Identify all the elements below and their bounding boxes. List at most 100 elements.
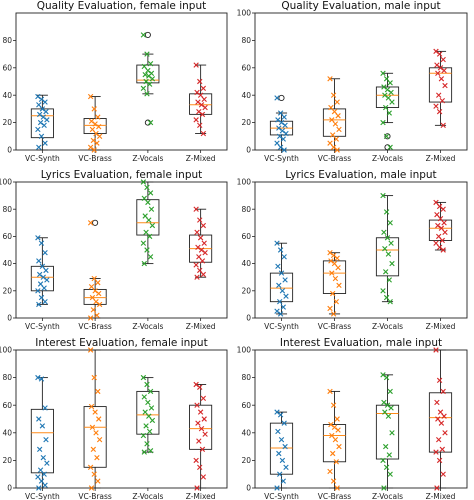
data-point xyxy=(442,229,448,236)
point-stroke xyxy=(382,409,388,415)
data-point xyxy=(440,247,446,253)
point-stroke xyxy=(43,437,49,443)
point-stroke xyxy=(90,137,97,144)
data-point xyxy=(282,277,288,283)
point-stroke xyxy=(44,277,50,283)
data-point xyxy=(276,450,282,457)
point-stroke xyxy=(199,258,206,264)
point-stroke xyxy=(91,471,97,477)
data-point xyxy=(143,423,149,429)
data-point xyxy=(330,311,337,317)
point-stroke xyxy=(200,222,207,229)
point-stroke xyxy=(380,119,386,126)
point-stroke xyxy=(96,416,102,422)
point-stroke xyxy=(280,136,286,142)
point-stroke xyxy=(147,61,154,67)
point-stroke xyxy=(382,92,388,98)
point-stroke xyxy=(436,457,443,464)
data-point xyxy=(278,437,285,443)
point-stroke xyxy=(197,267,203,274)
point-stroke xyxy=(199,111,206,118)
data-point xyxy=(39,423,46,429)
point-stroke xyxy=(149,222,156,229)
data-point xyxy=(277,412,284,418)
point-stroke xyxy=(383,374,390,381)
data-point xyxy=(196,254,202,260)
point-stroke xyxy=(335,113,341,119)
point-stroke xyxy=(330,290,336,297)
data-point xyxy=(334,255,340,261)
point-stroke xyxy=(388,89,394,96)
box-z-mixed xyxy=(428,347,453,491)
point-stroke xyxy=(198,247,205,253)
data-point xyxy=(333,136,339,142)
point-stroke xyxy=(276,282,282,289)
data-point xyxy=(140,374,147,381)
point-stroke xyxy=(330,478,337,484)
point-stroke xyxy=(95,478,101,484)
point-stroke xyxy=(327,305,333,312)
data-point xyxy=(433,240,439,246)
point-stroke xyxy=(389,430,395,436)
data-point xyxy=(274,485,280,491)
point-stroke xyxy=(143,78,149,85)
data-point xyxy=(336,282,342,289)
data-point xyxy=(328,258,334,264)
data-point xyxy=(438,420,445,426)
point-stroke xyxy=(327,250,333,256)
data-point xyxy=(440,56,446,63)
data-point xyxy=(381,84,387,90)
data-point xyxy=(278,119,285,126)
point-stroke xyxy=(281,147,287,153)
point-stroke xyxy=(146,233,153,240)
point-stroke xyxy=(147,119,154,126)
point-stroke xyxy=(381,485,387,491)
point-stroke xyxy=(434,485,440,491)
point-stroke xyxy=(38,96,45,102)
point-stroke xyxy=(336,443,342,450)
point-stroke xyxy=(36,144,42,150)
point-stroke xyxy=(194,229,200,236)
point-stroke xyxy=(436,108,443,115)
point-stroke xyxy=(383,76,390,82)
data-point xyxy=(38,294,45,301)
x-tick-label: VC-Synth xyxy=(264,492,299,500)
data-point xyxy=(43,437,49,443)
point-stroke xyxy=(35,374,41,381)
data-point xyxy=(283,130,289,137)
data-point xyxy=(141,195,147,202)
data-point xyxy=(197,409,204,415)
data-point xyxy=(280,304,286,310)
point-stroke xyxy=(197,464,203,470)
point-stroke xyxy=(144,441,150,447)
data-point xyxy=(281,254,287,260)
point-stroke xyxy=(327,468,333,475)
point-stroke xyxy=(434,211,440,218)
point-stroke xyxy=(197,409,204,415)
point-stroke xyxy=(35,126,41,133)
data-point xyxy=(197,217,203,223)
point-stroke xyxy=(433,199,439,206)
point-stroke xyxy=(42,405,48,411)
data-point xyxy=(440,471,446,477)
data-point xyxy=(147,388,154,395)
point-stroke xyxy=(44,460,50,466)
data-point xyxy=(44,460,50,466)
data-point xyxy=(202,250,208,256)
point-stroke xyxy=(92,121,98,127)
point-stroke xyxy=(386,110,392,116)
point-stroke xyxy=(141,394,147,400)
box-body xyxy=(189,93,213,115)
point-stroke xyxy=(94,140,100,146)
point-stroke xyxy=(332,121,339,127)
point-stroke xyxy=(90,446,97,453)
data-point xyxy=(380,192,386,199)
data-point xyxy=(380,457,386,464)
point-stroke xyxy=(93,130,99,137)
box-vc-synth xyxy=(269,409,294,491)
data-point xyxy=(330,92,337,98)
data-point xyxy=(41,471,47,477)
data-point xyxy=(195,99,201,105)
point-stroke xyxy=(440,206,446,212)
data-point xyxy=(38,240,45,246)
